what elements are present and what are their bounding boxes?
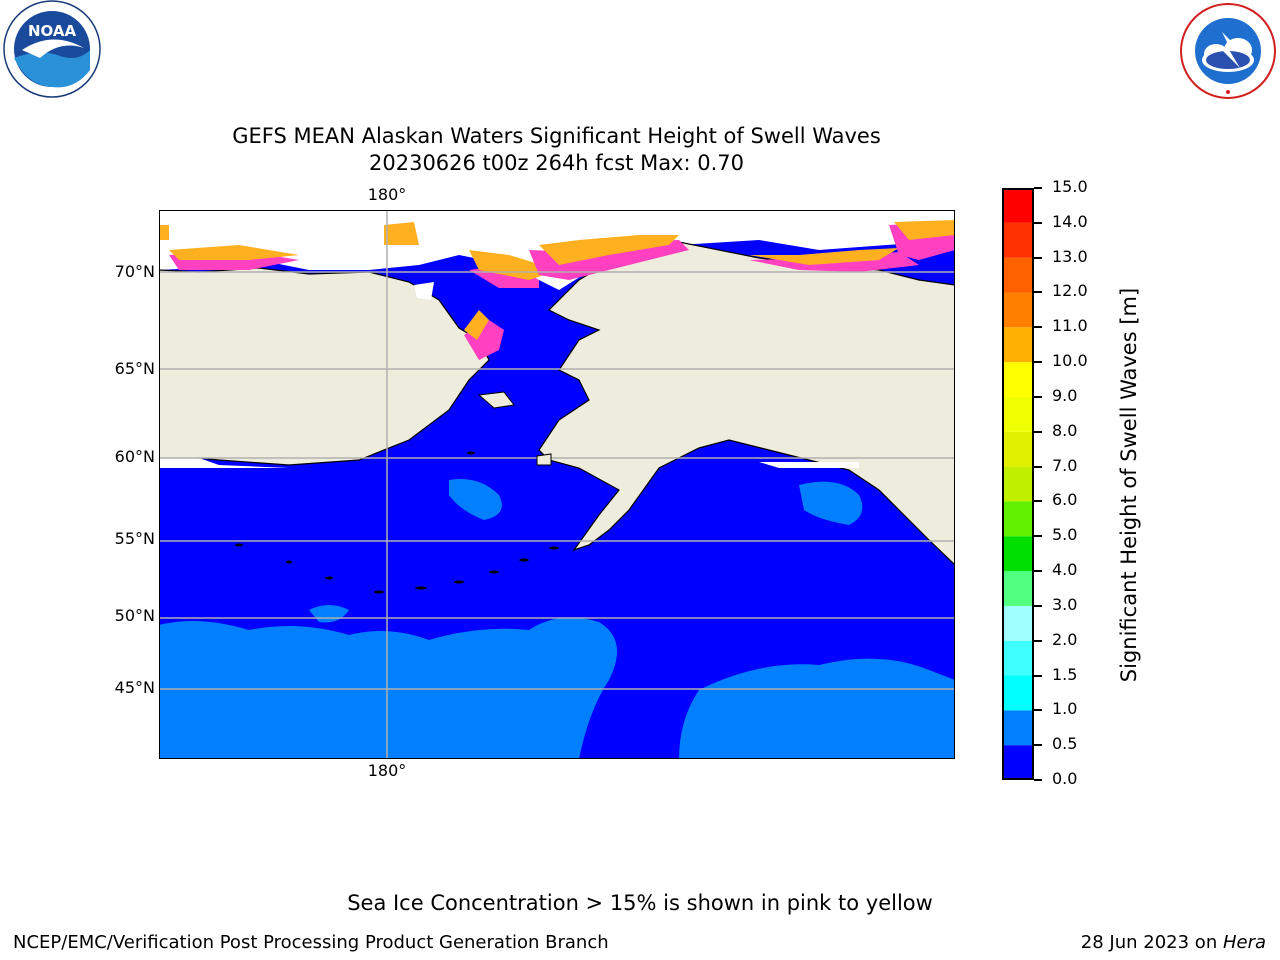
colorbar-tick (1034, 570, 1042, 573)
swell-0.5-1.0-region (159, 479, 955, 759)
colorbar-segment (1002, 222, 1034, 258)
alaska-land (538, 241, 956, 567)
chart-title-line1: GEFS MEAN Alaskan Waters Significant Hei… (232, 124, 881, 148)
colorbar-segment (1002, 257, 1034, 293)
colorbar-tick-label: 7.0 (1052, 455, 1078, 475)
colorbar-segment (1002, 536, 1034, 572)
colorbar-segment (1002, 431, 1034, 467)
colorbar-segment (1002, 745, 1034, 780)
aleutian-islands (235, 451, 559, 594)
colorbar-segment (1002, 501, 1034, 537)
colorbar-tick-label: 2.0 (1052, 629, 1078, 649)
colorbar-tick-label: 0.0 (1052, 769, 1078, 788)
lat-label-45n: 45°N (114, 678, 155, 697)
lon-label-top: 180° (367, 185, 407, 204)
colorbar-tick-label: 6.0 (1052, 490, 1078, 510)
colorbar-segment (1002, 466, 1034, 502)
colorbar-tick-label: 1.0 (1052, 699, 1078, 719)
colorbar-tick (1034, 395, 1042, 398)
noaa-logo: NOAA (0, 0, 104, 100)
siberia-land (158, 267, 490, 466)
colorbar-tick-label: 15.0 (1052, 177, 1088, 196)
map-gridlines (159, 210, 955, 759)
colorbar-tick (1034, 361, 1042, 364)
lat-label-50n: 50°N (114, 606, 155, 625)
colorbar-tick (1034, 604, 1042, 607)
colorbar-tick (1034, 500, 1042, 503)
footer-date: 28 Jun 2023 on Hera (1081, 932, 1266, 953)
lat-label-55n: 55°N (114, 529, 155, 548)
colorbar-segment (1002, 327, 1034, 363)
nws-logo (1178, 2, 1278, 100)
colorbar-tick-label: 8.0 (1052, 420, 1078, 440)
colorbar-segment (1002, 188, 1034, 223)
lat-label-60n: 60°N (114, 447, 155, 466)
sea-ice-region (159, 220, 955, 360)
colorbar-tick (1034, 535, 1042, 538)
colorbar-segment (1002, 292, 1034, 328)
colorbar-tick-label: 1.5 (1052, 664, 1078, 684)
colorbar (1002, 188, 1034, 780)
colorbar-tick-label: 12.0 (1052, 281, 1088, 301)
colorbar-tick-label: 10.0 (1052, 351, 1088, 371)
footer-credit: NCEP/EMC/Verification Post Processing Pr… (13, 932, 609, 953)
svg-text:NOAA: NOAA (28, 22, 77, 40)
colorbar-tick (1034, 187, 1042, 189)
footer-host: Hera (1222, 932, 1266, 953)
colorbar-tick-label: 13.0 (1052, 246, 1088, 266)
lat-label-70n: 70°N (114, 262, 155, 281)
colorbar-tick (1034, 779, 1042, 781)
colorbar-tick-label: 5.0 (1052, 525, 1078, 545)
colorbar-label: Significant Height of Swell Waves [m] (1117, 287, 1141, 683)
colorbar-segment (1002, 640, 1034, 676)
colorbar-tick (1034, 430, 1042, 433)
colorbar-tick-label: 3.0 (1052, 594, 1078, 614)
lon-label-bottom: 180° (367, 761, 407, 780)
colorbar-tick (1034, 221, 1042, 224)
sea-ice-footnote: Sea Ice Concentration > 15% is shown in … (347, 891, 933, 915)
lat-label-65n: 65°N (114, 359, 155, 378)
colorbar-tick (1034, 744, 1042, 747)
colorbar-tick (1034, 639, 1042, 642)
colorbar-segment (1002, 675, 1034, 711)
footer-date-text: 28 Jun 2023 on (1080, 932, 1223, 953)
colorbar-segment (1002, 362, 1034, 397)
colorbar-tick (1034, 291, 1042, 294)
colorbar-tick (1034, 326, 1042, 329)
colorbar-tick-label: 9.0 (1052, 385, 1078, 405)
colorbar-tick-label: 11.0 (1052, 316, 1088, 336)
colorbar-tick (1034, 674, 1042, 677)
colorbar-tick-label: 4.0 (1052, 560, 1078, 580)
colorbar-segment (1002, 605, 1034, 641)
colorbar-segment (1002, 396, 1034, 432)
chart-title-line2: 20230626 t00z 264h fcst Max: 0.70 (369, 151, 744, 175)
colorbar-tick (1034, 256, 1042, 259)
colorbar-segment (1002, 571, 1034, 606)
colorbar-segment (1002, 710, 1034, 746)
colorbar-tick-label: 14.0 (1052, 211, 1088, 231)
colorbar-tick (1034, 465, 1042, 468)
colorbar-tick-label: 0.5 (1052, 734, 1078, 754)
map-panel (158, 209, 956, 760)
colorbar-tick (1034, 709, 1042, 712)
